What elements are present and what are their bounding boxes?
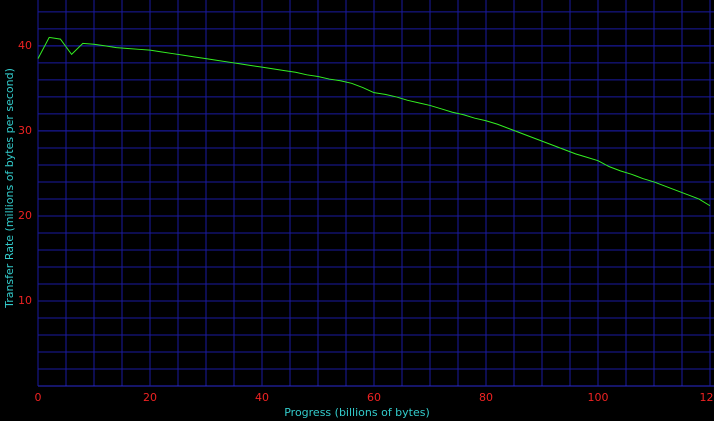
marks [37, 36, 711, 207]
x-tick-label: 20 [143, 391, 157, 404]
y-tick-label: 10 [18, 294, 32, 307]
y-tick-label: 30 [18, 124, 32, 137]
y-axis-label: Transfer Rate (millions of bytes per sec… [3, 68, 16, 309]
x-tick-label: 40 [255, 391, 269, 404]
grid [37, 0, 714, 387]
x-tick-label: 60 [367, 391, 381, 404]
x-tick-label: 0 [35, 391, 42, 404]
x-tick-label: 100 [588, 391, 609, 404]
x-axis-label: Progress (billions of bytes) [284, 406, 430, 419]
x-tick-label: 120 [700, 391, 714, 404]
data-line [37, 36, 711, 207]
y-tick-label: 40 [18, 39, 32, 52]
y-tick-label: 20 [18, 209, 32, 222]
x-tick-label: 80 [479, 391, 493, 404]
